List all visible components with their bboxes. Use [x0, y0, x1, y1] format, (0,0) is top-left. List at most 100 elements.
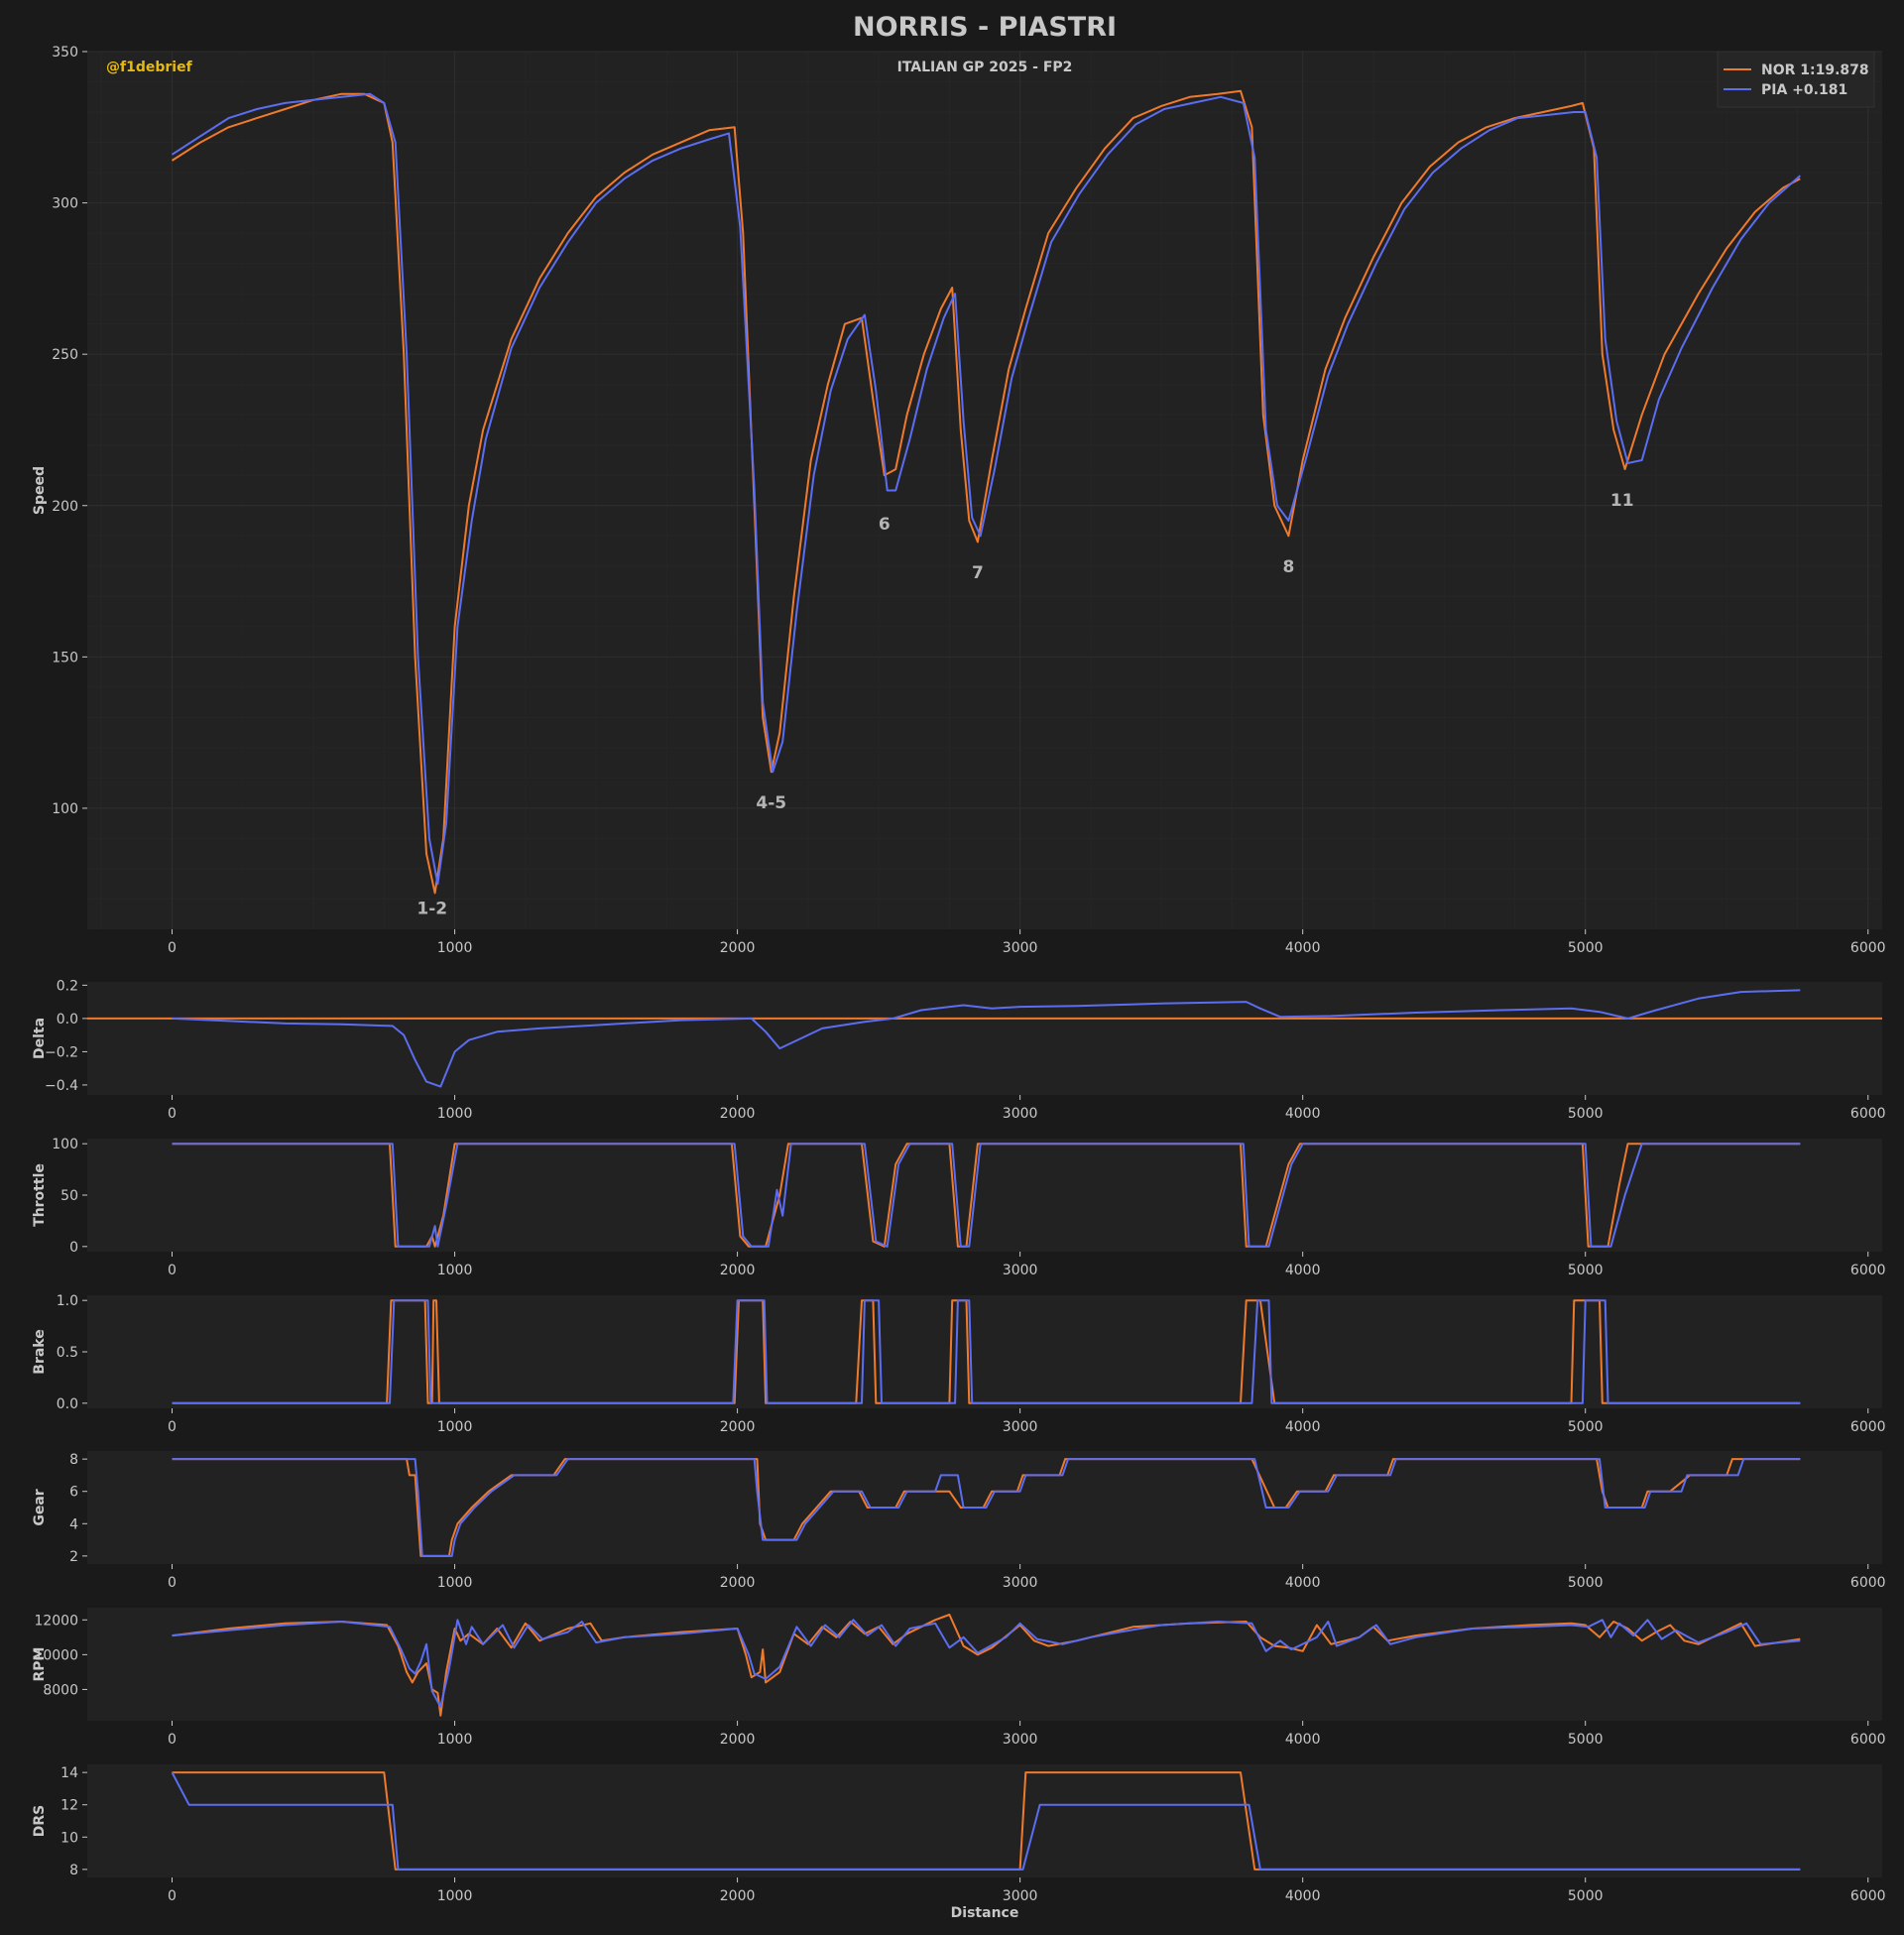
- throttle-xtick-label: 4000: [1285, 1263, 1321, 1278]
- gear-series-pia: [172, 1458, 1801, 1557]
- rpm-xtick-label: 5000: [1568, 1732, 1604, 1748]
- speed-ytick-label: 250: [52, 347, 78, 363]
- rpm-xtick-label: 6000: [1850, 1732, 1886, 1748]
- drs-xtick-label: 0: [168, 1888, 177, 1904]
- rpm-xtick-label: 2000: [720, 1732, 756, 1748]
- legend: NOR 1:19.878 PIA +0.181: [1717, 51, 1875, 108]
- speed-xtick-label: 3000: [1003, 940, 1038, 956]
- corner-label: 4-5: [756, 793, 786, 813]
- rpm-plot-area: [87, 1608, 1882, 1721]
- drs-xtick-label: 4000: [1285, 1888, 1321, 1904]
- brake-xtick-label: 3000: [1003, 1419, 1038, 1435]
- brake-xtick-label: 2000: [720, 1419, 756, 1435]
- speed-xtick-label: 2000: [720, 940, 756, 956]
- drs-series-pia: [171, 1771, 1801, 1871]
- drs-ytick-label: 12: [60, 1798, 78, 1814]
- throttle-xtick-label: 1000: [437, 1263, 473, 1278]
- brake-ytick-label: 1.0: [57, 1293, 78, 1309]
- throttle-xtick-label: 2000: [720, 1263, 756, 1278]
- drs-y-axis-label: DRS: [32, 1805, 48, 1837]
- speed-xtick-label: 5000: [1568, 940, 1604, 956]
- speed-series-pia: [171, 92, 1801, 886]
- corner-label: 8: [1282, 557, 1294, 577]
- rpm-xtick-label: 4000: [1285, 1732, 1321, 1748]
- drs-xtick-label: 2000: [720, 1888, 756, 1904]
- rpm-ytick-label: 10000: [34, 1647, 78, 1663]
- gear-series-nor: [172, 1458, 1801, 1557]
- gear-ytick-label: 2: [69, 1549, 78, 1565]
- watermark: @f1debrief: [106, 60, 193, 75]
- throttle-ytick-label: 100: [52, 1137, 78, 1152]
- delta-y-axis-label: Delta: [32, 1018, 48, 1059]
- drs-ytick-label: 10: [60, 1830, 78, 1846]
- rpm-xtick-label: 0: [168, 1732, 177, 1748]
- brake-series-pia: [172, 1299, 1801, 1404]
- corner-label: 7: [972, 563, 984, 583]
- brake-plot-area: [87, 1295, 1882, 1408]
- speed-panel: 100 150 200 250 300 350 0 1000 2000 3000 4000 5000 6…: [32, 45, 1886, 956]
- speed-ytick-label: 150: [52, 650, 78, 665]
- gear-ytick-label: 6: [69, 1485, 78, 1501]
- delta-series-pia: [172, 989, 1801, 1088]
- chart-subtitle: ITALIAN GP 2025 - FP2: [897, 60, 1073, 75]
- throttle-ytick-label: 0: [69, 1240, 78, 1256]
- gear-xtick-label: 3000: [1003, 1575, 1038, 1591]
- speed-xtick-label: 6000: [1850, 940, 1886, 956]
- delta-xtick-label: 6000: [1850, 1106, 1886, 1122]
- chart-title: NORRIS - PIASTRI: [853, 12, 1117, 43]
- rpm-ytick-label: 12000: [34, 1613, 78, 1629]
- throttle-ytick-label: 50: [60, 1188, 78, 1204]
- legend-box: [1717, 51, 1875, 108]
- gear-xtick-label: 0: [168, 1575, 177, 1591]
- delta-xtick-label: 0: [168, 1106, 177, 1122]
- delta-panel: −0.4 −0.2 0.0 0.2 0 1000 2000 3000 4000 5000 6000 D…: [32, 978, 1886, 1122]
- throttle-plot-area: [87, 1139, 1882, 1252]
- brake-xtick-label: 0: [168, 1419, 177, 1435]
- drs-xtick-label: 5000: [1568, 1888, 1604, 1904]
- gear-ytick-label: 8: [69, 1452, 78, 1468]
- gear-ytick-label: 4: [69, 1516, 78, 1532]
- brake-xtick-label: 6000: [1850, 1419, 1886, 1435]
- drs-xtick-label: 3000: [1003, 1888, 1038, 1904]
- brake-ytick-label: 0.0: [57, 1396, 78, 1412]
- rpm-series-pia: [172, 1619, 1801, 1708]
- speed-ytick-label: 350: [52, 45, 78, 60]
- delta-plot-area: [87, 982, 1882, 1095]
- drs-series-nor: [172, 1771, 1801, 1871]
- corner-label: 1-2: [416, 900, 447, 919]
- delta-ytick-label: −0.2: [45, 1044, 78, 1060]
- drs-panel: 8 10 12 14 0 1000 2000 3000 4000 5000 6000 DRS: [32, 1764, 1886, 1904]
- delta-xtick-label: 1000: [437, 1106, 473, 1122]
- delta-ytick-label: 0.2: [57, 978, 78, 994]
- gear-y-axis-label: Gear: [32, 1489, 48, 1525]
- legend-label-nor: NOR 1:19.878: [1761, 62, 1869, 78]
- rpm-panel: 8000 10000 12000 0 1000 2000 3000 4000 5000 6000 R…: [32, 1608, 1886, 1748]
- delta-ytick-label: 0.0: [57, 1012, 78, 1028]
- brake-ytick-label: 0.5: [57, 1345, 78, 1361]
- brake-xtick-label: 5000: [1568, 1419, 1604, 1435]
- brake-panel: 0.0 0.5 1.0 0 1000 2000 3000 4000 5000 6000 Brake: [32, 1293, 1886, 1435]
- speed-ytick-label: 300: [52, 196, 78, 212]
- brake-xtick-label: 1000: [437, 1419, 473, 1435]
- speed-y-axis-label: Speed: [32, 466, 48, 515]
- brake-y-axis-label: Brake: [32, 1329, 48, 1374]
- throttle-y-axis-label: Throttle: [32, 1163, 48, 1227]
- speed-ytick-label: 200: [52, 499, 78, 515]
- rpm-ytick-label: 8000: [43, 1682, 78, 1698]
- drs-xtick-label: 6000: [1850, 1888, 1886, 1904]
- throttle-series-pia: [172, 1143, 1801, 1248]
- drs-ytick-label: 8: [69, 1863, 78, 1878]
- rpm-y-axis-label: RPM: [32, 1647, 48, 1682]
- delta-xtick-label: 5000: [1568, 1106, 1604, 1122]
- drs-ytick-label: 14: [60, 1765, 78, 1781]
- speed-xtick-label: 1000: [437, 940, 473, 956]
- speed-ytick-label: 100: [52, 801, 78, 817]
- delta-xtick-label: 4000: [1285, 1106, 1321, 1122]
- legend-label-pia: PIA +0.181: [1761, 82, 1847, 98]
- brake-xtick-label: 4000: [1285, 1419, 1321, 1435]
- gear-panel: 2 4 6 8 0 1000 2000 3000 4000 5000 6000 Gear: [32, 1451, 1886, 1591]
- delta-ytick-label: −0.4: [45, 1078, 78, 1094]
